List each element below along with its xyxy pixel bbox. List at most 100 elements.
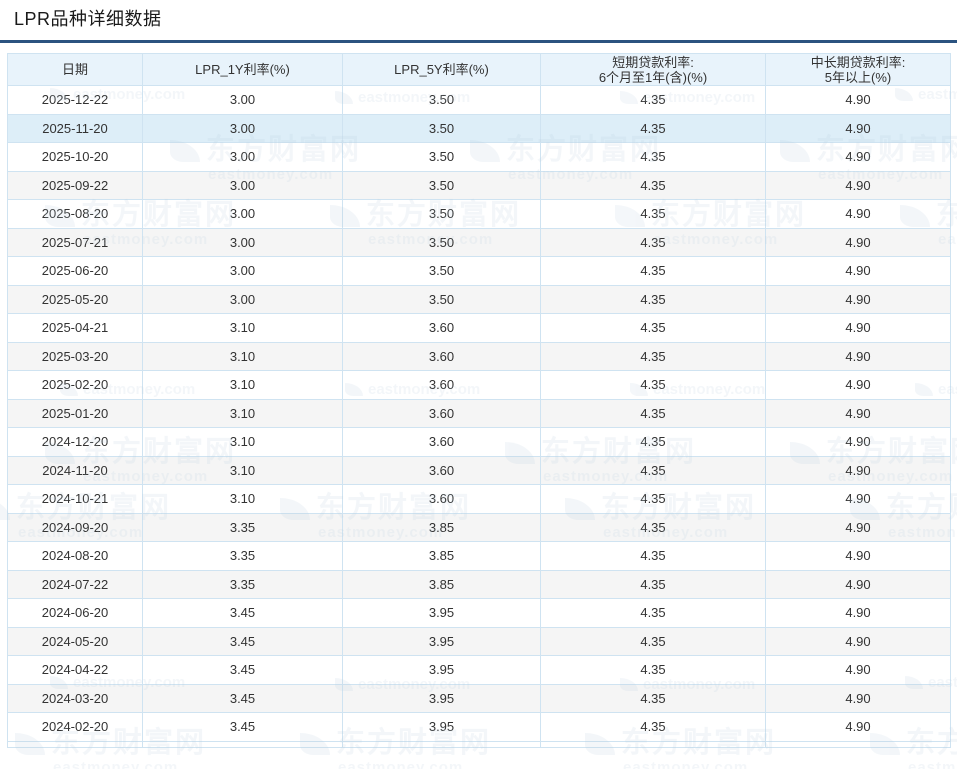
cell-lpr-1y: 3.45 [142, 712, 343, 742]
cell-lpr-1y: 3.45 [142, 683, 343, 713]
cell-long-term-rate: 4.90 [765, 113, 951, 143]
cell-lpr-1y: 3.35 [142, 569, 343, 599]
cell-short-term-rate: 4.35 [540, 85, 766, 115]
table-row[interactable]: 2025-08-20 3.00 3.50 4.35 4.90 [7, 199, 951, 229]
table-row[interactable]: 2024-04-22 3.45 3.95 4.35 4.90 [7, 655, 951, 685]
cell-lpr-1y: 3.10 [142, 427, 343, 457]
cell-lpr-1y: 3.00 [142, 142, 343, 172]
cell-long-term-rate: 4.90 [765, 512, 951, 542]
table-row[interactable]: 2024-02-20 3.45 3.95 4.35 4.90 [7, 712, 951, 742]
cell-date: 2024-03-20 [7, 683, 143, 713]
table-row[interactable]: 2025-03-20 3.10 3.60 4.35 4.90 [7, 341, 951, 371]
cell-short-term-rate: 4.35 [540, 142, 766, 172]
cell-lpr-5y: 3.85 [342, 541, 541, 571]
lpr-data-table: 日期 LPR_1Y利率(%) LPR_5Y利率(%) 短期贷款利率: 6个月至1年(含)… [7, 53, 951, 748]
cell-lpr-5y: 3.85 [342, 569, 541, 599]
cell-short-term-rate: 4.35 [540, 398, 766, 428]
cell-long-term-rate: 4.90 [765, 598, 951, 628]
cell-long-term-rate: 4.90 [765, 341, 951, 371]
table-header-row: 日期 LPR_1Y利率(%) LPR_5Y利率(%) 短期贷款利率: 6个月至1年(含)… [7, 53, 951, 86]
cell-short-term-rate: 4.35 [540, 541, 766, 571]
table-row[interactable]: 2024-08-20 3.35 3.85 4.35 4.90 [7, 541, 951, 571]
cell-lpr-1y: 3.00 [142, 227, 343, 257]
watermark-site-text: eastmoney.com [53, 759, 179, 769]
cell-lpr-5y: 3.60 [342, 370, 541, 400]
cell-date: 2025-02-20 [7, 370, 143, 400]
cell-short-term-rate: 4.35 [540, 512, 766, 542]
cell-lpr-1y: 3.00 [142, 284, 343, 314]
cell-lpr-5y: 3.60 [342, 427, 541, 457]
table-row[interactable]: 2025-12-22 3.00 3.50 4.35 4.90 [7, 85, 951, 115]
table-row[interactable]: 2024-12-20 3.10 3.60 4.35 4.90 [7, 427, 951, 457]
cell-lpr-5y: 3.50 [342, 284, 541, 314]
table-row[interactable]: 2024-11-20 3.10 3.60 4.35 4.90 [7, 455, 951, 485]
cell-long-term-rate: 4.90 [765, 313, 951, 343]
cell-lpr-1y: 3.10 [142, 313, 343, 343]
table-row[interactable]: 2025-05-20 3.00 3.50 4.35 4.90 [7, 284, 951, 314]
cell-empty [142, 740, 343, 748]
cell-lpr-1y: 3.35 [142, 512, 343, 542]
table-row[interactable]: 2025-02-20 3.10 3.60 4.35 4.90 [7, 370, 951, 400]
table-row[interactable]: 2025-07-21 3.00 3.50 4.35 4.90 [7, 227, 951, 257]
cell-long-term-rate: 4.90 [765, 626, 951, 656]
cell-long-term-rate: 4.90 [765, 683, 951, 713]
cell-lpr-5y: 3.95 [342, 655, 541, 685]
cell-short-term-rate: 4.35 [540, 655, 766, 685]
watermark-site-text: eastmoney.com [908, 759, 957, 769]
table-row[interactable]: 2024-03-20 3.45 3.95 4.35 4.90 [7, 683, 951, 713]
cell-long-term-rate: 4.90 [765, 455, 951, 485]
cell-lpr-5y: 3.60 [342, 455, 541, 485]
cell-lpr-5y: 3.50 [342, 199, 541, 229]
cell-short-term-rate: 4.35 [540, 256, 766, 286]
table-row[interactable]: 2025-06-20 3.00 3.50 4.35 4.90 [7, 256, 951, 286]
cell-lpr-1y: 3.45 [142, 655, 343, 685]
table-row[interactable]: 2024-07-22 3.35 3.85 4.35 4.90 [7, 569, 951, 599]
cell-lpr-5y: 3.95 [342, 598, 541, 628]
cell-lpr-5y: 3.95 [342, 626, 541, 656]
cell-short-term-rate: 4.35 [540, 284, 766, 314]
table-row[interactable]: 2025-09-22 3.00 3.50 4.35 4.90 [7, 170, 951, 200]
cell-date: 2024-11-20 [7, 455, 143, 485]
cell-date: 2025-03-20 [7, 341, 143, 371]
cell-long-term-rate: 4.90 [765, 541, 951, 571]
cell-date: 2025-01-20 [7, 398, 143, 428]
table-row-partial [7, 740, 951, 748]
cell-date: 2025-10-20 [7, 142, 143, 172]
cell-long-term-rate: 4.90 [765, 170, 951, 200]
table-row[interactable]: 2025-04-21 3.10 3.60 4.35 4.90 [7, 313, 951, 343]
table-row[interactable]: 2025-10-20 3.00 3.50 4.35 4.90 [7, 142, 951, 172]
cell-lpr-5y: 3.85 [342, 512, 541, 542]
table-row[interactable]: 2024-05-20 3.45 3.95 4.35 4.90 [7, 626, 951, 656]
cell-empty [7, 740, 143, 748]
cell-short-term-rate: 4.35 [540, 370, 766, 400]
cell-long-term-rate: 4.90 [765, 227, 951, 257]
cell-long-term-rate: 4.90 [765, 398, 951, 428]
cell-lpr-1y: 3.45 [142, 626, 343, 656]
table-row[interactable]: 2025-01-20 3.10 3.60 4.35 4.90 [7, 398, 951, 428]
cell-date: 2024-12-20 [7, 427, 143, 457]
cell-lpr-1y: 3.10 [142, 370, 343, 400]
cell-short-term-rate: 4.35 [540, 712, 766, 742]
cell-lpr-1y: 3.00 [142, 170, 343, 200]
cell-date: 2025-12-22 [7, 85, 143, 115]
cell-date: 2025-07-21 [7, 227, 143, 257]
cell-lpr-1y: 3.00 [142, 199, 343, 229]
cell-short-term-rate: 4.35 [540, 626, 766, 656]
cell-short-term-rate: 4.35 [540, 455, 766, 485]
cell-date: 2025-05-20 [7, 284, 143, 314]
cell-date: 2025-11-20 [7, 113, 143, 143]
cell-lpr-5y: 3.50 [342, 113, 541, 143]
cell-short-term-rate: 4.35 [540, 569, 766, 599]
table-row[interactable]: 2024-06-20 3.45 3.95 4.35 4.90 [7, 598, 951, 628]
table-row[interactable]: 2025-11-20 3.00 3.50 4.35 4.90 [7, 113, 951, 143]
title-divider [0, 40, 957, 43]
cell-short-term-rate: 4.35 [540, 341, 766, 371]
cell-long-term-rate: 4.90 [765, 484, 951, 514]
cell-lpr-1y: 3.10 [142, 398, 343, 428]
cell-date: 2024-06-20 [7, 598, 143, 628]
cell-lpr-1y: 3.35 [142, 541, 343, 571]
cell-date: 2024-07-22 [7, 569, 143, 599]
table-row[interactable]: 2024-10-21 3.10 3.60 4.35 4.90 [7, 484, 951, 514]
table-row[interactable]: 2024-09-20 3.35 3.85 4.35 4.90 [7, 512, 951, 542]
